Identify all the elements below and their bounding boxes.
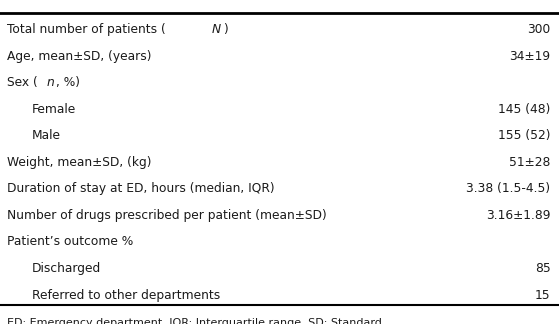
Text: Weight, mean±SD, (kg): Weight, mean±SD, (kg) xyxy=(7,156,151,169)
Text: Female: Female xyxy=(32,103,76,116)
Text: 300: 300 xyxy=(527,23,551,36)
Text: Discharged: Discharged xyxy=(32,262,101,275)
Text: Total number of patients (: Total number of patients ( xyxy=(7,23,165,36)
Text: N: N xyxy=(211,23,221,36)
Text: ): ) xyxy=(224,23,228,36)
Text: 3.38 (1.5-4.5): 3.38 (1.5-4.5) xyxy=(467,182,551,195)
Text: Referred to other departments: Referred to other departments xyxy=(32,289,220,302)
Text: Number of drugs prescribed per patient (mean±SD): Number of drugs prescribed per patient (… xyxy=(7,209,326,222)
Text: ED: Emergency department, IQR: Interquartile range, SD: Standard
deviation: ED: Emergency department, IQR: Interquar… xyxy=(7,318,382,324)
Text: Patient’s outcome %: Patient’s outcome % xyxy=(7,236,133,249)
Text: 155 (52): 155 (52) xyxy=(498,129,551,142)
Text: Sex (: Sex ( xyxy=(7,76,37,89)
Text: n: n xyxy=(46,76,54,89)
Text: 15: 15 xyxy=(535,289,551,302)
Text: 51±28: 51±28 xyxy=(509,156,551,169)
Text: 34±19: 34±19 xyxy=(509,50,551,63)
Text: Age, mean±SD, (years): Age, mean±SD, (years) xyxy=(7,50,151,63)
Text: 145 (48): 145 (48) xyxy=(498,103,551,116)
Text: 85: 85 xyxy=(535,262,551,275)
Text: 3.16±1.89: 3.16±1.89 xyxy=(486,209,551,222)
Text: Male: Male xyxy=(32,129,61,142)
Text: , %): , %) xyxy=(56,76,80,89)
Text: Duration of stay at ED, hours (median, IQR): Duration of stay at ED, hours (median, I… xyxy=(7,182,274,195)
